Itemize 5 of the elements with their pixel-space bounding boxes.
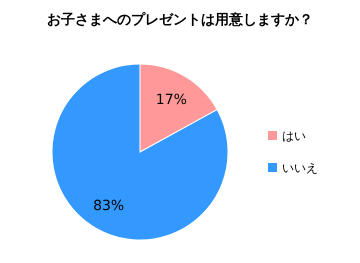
data-label: 83%: [93, 198, 124, 214]
legend-label: はい: [282, 129, 306, 143]
chart-title: お子さまへのプレゼントは用意しますか？: [47, 11, 313, 28]
data-label: 17%: [156, 92, 187, 108]
legend-label: いいえ: [282, 161, 318, 175]
